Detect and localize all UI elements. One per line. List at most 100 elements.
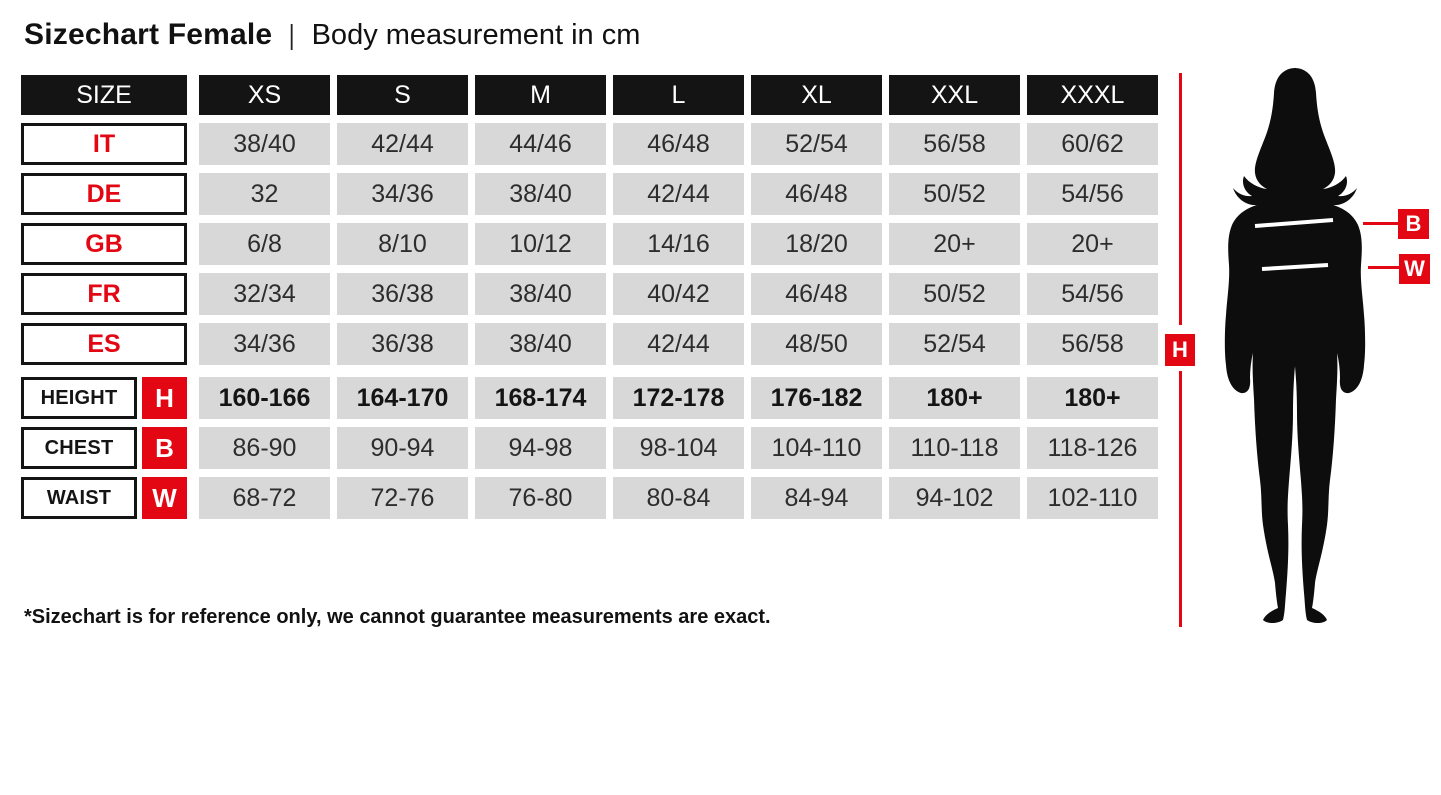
- table-cell: 172-178: [613, 377, 744, 419]
- table-cell: 52/54: [889, 323, 1020, 365]
- column-header-s: S: [337, 75, 468, 115]
- table-cell: 168-174: [475, 377, 606, 419]
- waist-marker-badge: W: [142, 477, 187, 519]
- chest-label: CHEST: [21, 427, 137, 469]
- row-label-it: IT: [21, 123, 187, 165]
- figure-height-marker: H: [1165, 334, 1195, 366]
- table-cell: 40/42: [613, 273, 744, 315]
- waist-label: WAIST: [21, 477, 137, 519]
- row-label-chest: CHEST B: [21, 427, 187, 469]
- table-cell: 42/44: [337, 123, 468, 165]
- table-cell: 54/56: [1027, 173, 1158, 215]
- title-separator: |: [289, 19, 295, 50]
- table-row-gb: GB 6/8 8/10 10/12 14/16 18/20 20+ 20+: [21, 223, 1158, 265]
- figure-bust-marker: B: [1398, 209, 1429, 239]
- table-cell: 14/16: [613, 223, 744, 265]
- table-cell: 48/50: [751, 323, 882, 365]
- column-header-xl: XL: [751, 75, 882, 115]
- table-row-waist: WAIST W 68-72 72-76 76-80 80-84 84-94 94…: [21, 477, 1158, 519]
- table-cell: 50/52: [889, 173, 1020, 215]
- table-cell: 56/58: [889, 123, 1020, 165]
- table-cell: 80-84: [613, 477, 744, 519]
- table-cell: 56/58: [1027, 323, 1158, 365]
- table-cell: 44/46: [475, 123, 606, 165]
- table-cell: 90-94: [337, 427, 468, 469]
- table-cell: 32: [199, 173, 330, 215]
- table-cell: 94-102: [889, 477, 1020, 519]
- page-title: Sizechart Female | Body measurement in c…: [24, 18, 640, 52]
- size-chart-table: SIZE XS S M L XL XXL XXXL IT 38/40 42/44…: [21, 75, 1158, 527]
- table-row-chest: CHEST B 86-90 90-94 94-98 98-104 104-110…: [21, 427, 1158, 469]
- table-cell: 50/52: [889, 273, 1020, 315]
- table-cell: 60/62: [1027, 123, 1158, 165]
- table-cell: 84-94: [751, 477, 882, 519]
- table-cell: 76-80: [475, 477, 606, 519]
- table-cell: 10/12: [475, 223, 606, 265]
- row-label-de: DE: [21, 173, 187, 215]
- table-row-de: DE 32 34/36 38/40 42/44 46/48 50/52 54/5…: [21, 173, 1158, 215]
- table-cell: 98-104: [613, 427, 744, 469]
- height-measure-line: [1179, 73, 1182, 325]
- table-cell: 36/38: [337, 273, 468, 315]
- table-cell: 176-182: [751, 377, 882, 419]
- figure-waist-marker: W: [1399, 254, 1430, 284]
- table-cell: 54/56: [1027, 273, 1158, 315]
- table-cell: 20+: [1027, 223, 1158, 265]
- table-row-es: ES 34/36 36/38 38/40 42/44 48/50 52/54 5…: [21, 323, 1158, 365]
- row-label-height: HEIGHT H: [21, 377, 187, 419]
- table-cell: 34/36: [337, 173, 468, 215]
- chest-marker-badge: B: [142, 427, 187, 469]
- column-header-l: L: [613, 75, 744, 115]
- size-header-cell: SIZE: [21, 75, 187, 115]
- height-measure-line: [1179, 371, 1182, 627]
- table-cell: 38/40: [475, 323, 606, 365]
- table-cell: 38/40: [475, 173, 606, 215]
- table-cell: 118-126: [1027, 427, 1158, 469]
- table-cell: 46/48: [751, 173, 882, 215]
- table-cell: 32/34: [199, 273, 330, 315]
- table-header-row: SIZE XS S M L XL XXL XXXL: [21, 75, 1158, 115]
- measurement-figure: H B W: [1160, 65, 1441, 645]
- table-cell: 34/36: [199, 323, 330, 365]
- table-cell: 8/10: [337, 223, 468, 265]
- table-cell: 52/54: [751, 123, 882, 165]
- table-cell: 180+: [1027, 377, 1158, 419]
- row-label-gb: GB: [21, 223, 187, 265]
- table-row-it: IT 38/40 42/44 44/46 46/48 52/54 56/58 6…: [21, 123, 1158, 165]
- table-cell: 42/44: [613, 173, 744, 215]
- row-label-es: ES: [21, 323, 187, 365]
- table-cell: 180+: [889, 377, 1020, 419]
- table-row-height: HEIGHT H 160-166 164-170 168-174 172-178…: [21, 377, 1158, 419]
- row-label-waist: WAIST W: [21, 477, 187, 519]
- height-marker-badge: H: [142, 377, 187, 419]
- chest-line: [1254, 218, 1334, 228]
- table-cell: 110-118: [889, 427, 1020, 469]
- table-row-fr: FR 32/34 36/38 38/40 40/42 46/48 50/52 5…: [21, 273, 1158, 315]
- table-cell: 86-90: [199, 427, 330, 469]
- bust-connector-line: [1363, 222, 1398, 225]
- table-cell: 46/48: [613, 123, 744, 165]
- table-cell: 68-72: [199, 477, 330, 519]
- footnote-text: *Sizechart is for reference only, we can…: [24, 606, 771, 628]
- table-cell: 18/20: [751, 223, 882, 265]
- female-silhouette: [1224, 68, 1366, 623]
- height-label: HEIGHT: [21, 377, 137, 419]
- table-cell: 20+: [889, 223, 1020, 265]
- column-header-xxl: XXL: [889, 75, 1020, 115]
- table-cell: 72-76: [337, 477, 468, 519]
- table-cell: 6/8: [199, 223, 330, 265]
- table-cell: 94-98: [475, 427, 606, 469]
- waist-line: [1261, 263, 1329, 271]
- table-cell: 102-110: [1027, 477, 1158, 519]
- table-cell: 104-110: [751, 427, 882, 469]
- table-cell: 38/40: [199, 123, 330, 165]
- row-label-fr: FR: [21, 273, 187, 315]
- page-title-main: Sizechart Female: [24, 18, 273, 51]
- column-header-m: M: [475, 75, 606, 115]
- table-cell: 164-170: [337, 377, 468, 419]
- table-cell: 160-166: [199, 377, 330, 419]
- table-cell: 36/38: [337, 323, 468, 365]
- column-header-xxxl: XXXL: [1027, 75, 1158, 115]
- column-header-xs: XS: [199, 75, 330, 115]
- table-cell: 46/48: [751, 273, 882, 315]
